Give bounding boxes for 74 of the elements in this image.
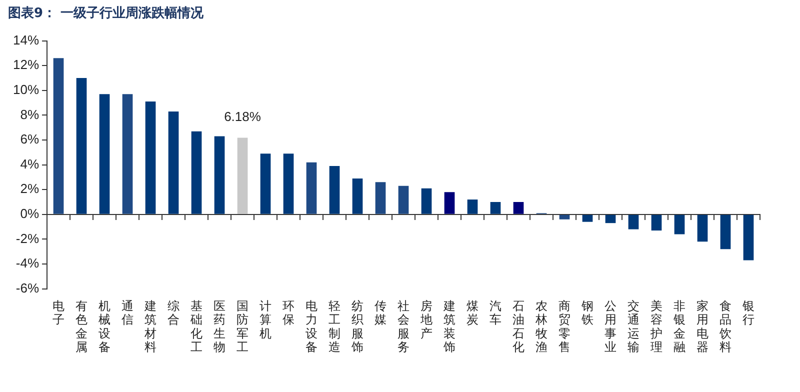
x-tick-label: 房地产	[420, 298, 433, 340]
x-tick-label: 建筑材料	[144, 298, 157, 354]
bar	[444, 192, 455, 214]
x-tick-label: 农林牧渔	[534, 298, 548, 354]
bar	[191, 131, 202, 214]
x-tick-label: 纺织服饰	[350, 298, 364, 354]
x-tick-label: 轻工制造	[328, 298, 341, 354]
x-tick-label: 综合	[168, 298, 180, 327]
data-label: 6.18%	[224, 108, 262, 124]
bar	[283, 154, 294, 214]
x-tick-label: 钢铁	[580, 298, 594, 327]
x-tick-label: 机械设备	[98, 298, 111, 354]
bar	[237, 138, 248, 214]
bar	[674, 214, 685, 234]
y-tick-label: 10%	[12, 82, 40, 97]
bar	[214, 136, 225, 214]
x-tick-label: 有色金属	[76, 298, 88, 354]
x-tick-label: 医药生物	[214, 298, 226, 354]
bar	[76, 78, 87, 214]
bar	[651, 214, 662, 231]
x-tick-label: 公用事业	[604, 298, 617, 354]
x-tick-label: 基础化工	[190, 298, 203, 354]
x-tick-label: 通信	[122, 298, 134, 327]
bar	[467, 200, 478, 214]
bar	[513, 202, 524, 214]
bar	[582, 214, 593, 222]
bar	[352, 178, 363, 214]
bar	[421, 188, 432, 214]
bar	[720, 214, 731, 250]
x-tick-label: 石油石化	[512, 298, 525, 354]
x-tick-label: 电力设备	[306, 298, 318, 354]
bar	[260, 154, 271, 214]
bar	[145, 102, 156, 214]
x-tick-label: 非银金融	[672, 298, 686, 354]
x-tick-label: 银行	[742, 298, 754, 327]
x-tick-label: 煤炭	[466, 298, 479, 327]
bar	[628, 214, 639, 230]
bar	[99, 94, 110, 214]
y-tick-label: -2%	[16, 230, 40, 246]
x-tick-label: 美容护理	[650, 298, 663, 354]
bar	[53, 58, 64, 214]
y-tick-label: 12%	[12, 57, 40, 72]
bar	[306, 162, 317, 214]
bar	[605, 214, 616, 224]
y-tick-label: -4%	[16, 256, 40, 271]
bar	[168, 111, 179, 214]
y-tick-label: 14%	[12, 32, 40, 48]
bar	[490, 202, 501, 214]
x-tick-label: 环保	[282, 298, 295, 327]
x-tick-label: 电子	[52, 298, 65, 327]
y-tick-label: 4%	[20, 156, 40, 172]
bar	[743, 214, 754, 260]
y-tick-label: 2%	[20, 181, 40, 196]
x-tick-label: 商贸零售	[558, 298, 571, 354]
x-tick-label: 传媒	[374, 298, 387, 327]
bar	[398, 186, 409, 214]
x-tick-label: 建筑装饰	[442, 298, 456, 354]
y-tick-label: 8%	[20, 106, 40, 122]
bar	[559, 214, 570, 220]
x-tick-label: 汽车	[490, 298, 502, 327]
x-tick-label: 家用电器	[696, 298, 708, 354]
bar	[375, 182, 386, 214]
x-tick-label: 计算机	[260, 298, 272, 340]
y-tick-label: -6%	[16, 280, 40, 296]
x-tick-label: 社会服务	[398, 298, 410, 354]
bar	[329, 166, 340, 214]
x-tick-label: 交通运输	[628, 298, 640, 354]
bar	[697, 214, 708, 242]
y-tick-label: 0%	[20, 206, 40, 221]
chart-title: 图表9： 一级子行业周涨跌幅情况	[8, 5, 204, 22]
y-tick-label: 6%	[20, 132, 40, 147]
bar	[122, 94, 133, 214]
x-tick-label: 食品饮料	[718, 298, 732, 354]
x-tick-label: 国防军工	[236, 298, 249, 354]
